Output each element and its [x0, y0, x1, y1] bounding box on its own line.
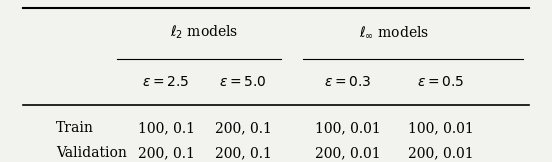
Text: $\epsilon = 2.5$: $\epsilon = 2.5$: [142, 75, 190, 89]
Text: $\ell_2$ models: $\ell_2$ models: [171, 24, 239, 41]
Text: 200, 0.1: 200, 0.1: [215, 121, 272, 135]
Text: 200, 0.01: 200, 0.01: [408, 146, 474, 160]
Text: $\epsilon = 0.3$: $\epsilon = 0.3$: [323, 75, 371, 89]
Text: 100, 0.01: 100, 0.01: [315, 121, 380, 135]
Text: 200, 0.1: 200, 0.1: [215, 146, 272, 160]
Text: 100, 0.1: 100, 0.1: [137, 121, 195, 135]
Text: Validation: Validation: [56, 146, 127, 160]
Text: Train: Train: [56, 121, 94, 135]
Text: $\epsilon = 0.5$: $\epsilon = 0.5$: [417, 75, 464, 89]
Text: 200, 0.01: 200, 0.01: [315, 146, 380, 160]
Text: $\epsilon = 5.0$: $\epsilon = 5.0$: [219, 75, 267, 89]
Text: $\ell_\infty$ models: $\ell_\infty$ models: [359, 25, 429, 40]
Text: 100, 0.01: 100, 0.01: [408, 121, 474, 135]
Text: 200, 0.1: 200, 0.1: [137, 146, 195, 160]
